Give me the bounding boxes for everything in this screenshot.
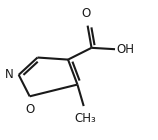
Text: CH₃: CH₃ (74, 112, 96, 125)
Text: OH: OH (117, 43, 135, 56)
Text: O: O (25, 103, 34, 116)
Text: N: N (4, 68, 13, 81)
Text: O: O (81, 7, 91, 20)
